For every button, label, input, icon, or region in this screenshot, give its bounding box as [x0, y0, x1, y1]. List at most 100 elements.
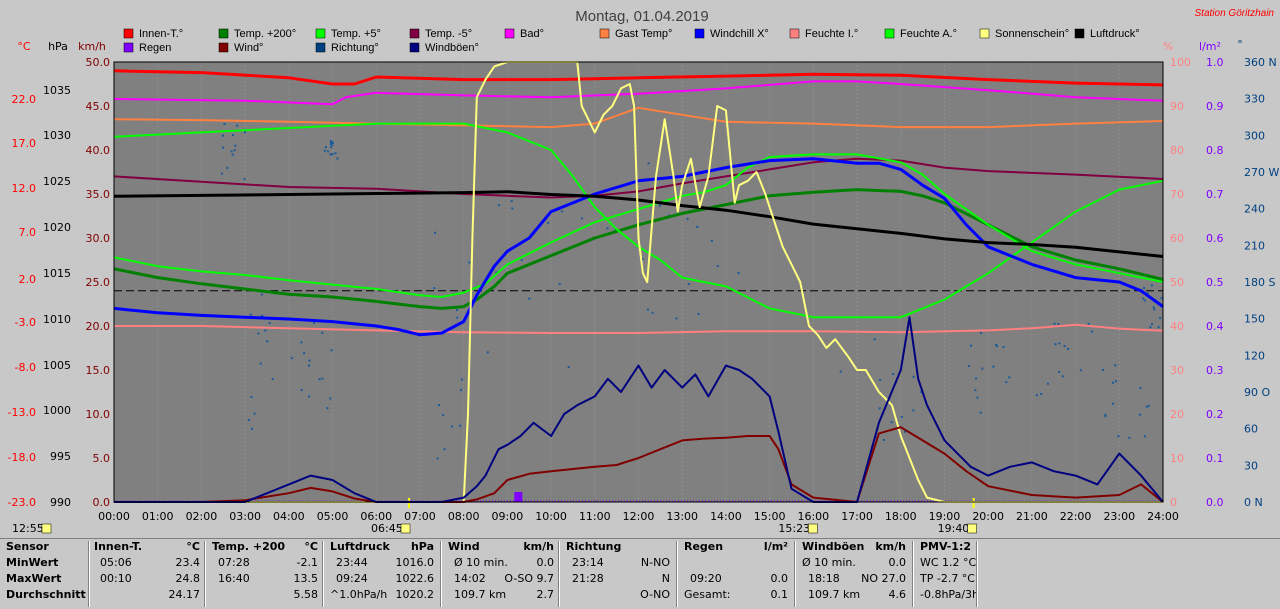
stats-sensor: Sensor MinWert MaxWert Durchschnitt — [6, 539, 86, 609]
stats-innen-max: 24.8 — [175, 572, 201, 585]
direction-dot — [249, 313, 252, 316]
stats-windboen: Windböen km/h Ø 10 min. 0.0 18:18 NO 27.0 1… — [802, 539, 906, 609]
direction-dot — [1147, 404, 1150, 407]
stats-regen-unit: l/m² — [763, 540, 788, 553]
axis-tick-kmh: 10.0 — [86, 408, 111, 421]
stats-richtung-min: N-NO — [640, 556, 670, 569]
rain-bar — [514, 492, 523, 502]
statistics-panel: Sensor MinWert MaxWert Durchschnitt Inne… — [0, 538, 1280, 609]
axis-tick-hpa: 1000 — [43, 404, 71, 417]
axis-tick-degree: 270 W — [1244, 166, 1279, 179]
axis-tick-percent: 0 — [1170, 496, 1177, 509]
legend-swatch — [315, 28, 326, 39]
stats-innen-min-time: 05:06 — [100, 556, 132, 569]
direction-dot — [326, 150, 329, 153]
weather-chart: Montag, 01.04.2019 Station Göritzhain Inne… — [8, 8, 1280, 535]
legend-label: Feuchte I.° — [805, 28, 858, 40]
axis-tick-time: 22:00 — [1060, 510, 1092, 523]
direction-dot — [1142, 297, 1145, 300]
direction-dot — [231, 134, 234, 137]
legend-swatch — [409, 28, 420, 39]
direction-dot — [974, 389, 977, 392]
direction-dot — [271, 377, 274, 380]
stats-temp200-max-time: 16:40 — [218, 572, 250, 585]
direction-dot — [326, 407, 329, 410]
legend-label: Regen — [139, 42, 171, 54]
axis-tick-celsius: 2.0 — [19, 273, 37, 286]
stats-wind-min: 0.0 — [536, 556, 555, 569]
axis-tick-lm2: 0.4 — [1206, 320, 1224, 333]
axis-tick-lm2: 0.5 — [1206, 276, 1224, 289]
direction-dot — [1035, 394, 1038, 397]
direction-dot — [651, 311, 654, 314]
direction-dot — [912, 409, 915, 412]
series-line-temp-200 — [113, 188, 1164, 310]
axis-tick-degree: 0 N — [1244, 496, 1263, 509]
axis-tick-degree: 60 — [1244, 423, 1258, 436]
direction-dot — [1079, 369, 1082, 372]
time-marker-icon — [400, 523, 411, 534]
stats-wind-distance: 109.7 km — [454, 588, 507, 601]
stats-wind-min-time: Ø 10 min. — [454, 556, 508, 569]
legend-label: Windböen° — [425, 42, 479, 54]
series-line-feuchte-i — [114, 323, 1164, 334]
direction-dot — [606, 227, 609, 230]
direction-dot — [323, 149, 326, 152]
direction-dot — [307, 364, 310, 367]
stats-pmv-tp: TP -2.7 °C — [920, 572, 975, 585]
direction-dot — [230, 150, 233, 153]
direction-dot — [839, 370, 842, 373]
direction-dot — [912, 375, 915, 378]
series-line-feuchte-a — [113, 122, 1164, 319]
axis-tick-time: 24:00 — [1147, 510, 1179, 523]
legend-swatch — [315, 42, 326, 53]
direction-dot — [696, 225, 699, 228]
direction-dot — [313, 322, 316, 325]
axis-tick-percent: 20 — [1170, 408, 1184, 421]
axis-tick-time: 21:00 — [1016, 510, 1048, 523]
direction-dot — [336, 157, 339, 160]
stats-richtung-min-time: 23:14 — [572, 556, 604, 569]
direction-dot — [1143, 287, 1146, 290]
stats-pmv-title: PMV-1:2 — [920, 540, 971, 553]
legend-label: Luftdruck° — [1090, 28, 1140, 40]
stats-sensor-title: Sensor — [6, 540, 49, 553]
direction-dot — [222, 146, 225, 149]
axis-tick-percent: 70 — [1170, 188, 1184, 201]
stats-row-avg: Durchschnitt — [6, 588, 86, 601]
stats-boen-min-time: Ø 10 min. — [802, 556, 856, 569]
axis-tick-time: 04:00 — [273, 510, 305, 523]
direction-dot — [495, 271, 498, 274]
direction-dot — [243, 178, 246, 181]
time-marker-sunset: 19:40 — [938, 522, 970, 535]
axis-tick-hpa: 995 — [50, 450, 71, 463]
direction-dot — [1063, 345, 1066, 348]
stats-temp200-max: 13.5 — [293, 572, 319, 585]
direction-dot — [250, 395, 253, 398]
direction-dot — [324, 146, 327, 149]
direction-dot — [437, 404, 440, 407]
direction-dot — [641, 258, 644, 261]
axis-tick-kmh: 40.0 — [86, 144, 111, 157]
direction-dot — [264, 329, 267, 332]
axis-tick-percent: 40 — [1170, 320, 1184, 333]
direction-dot — [979, 411, 982, 414]
direction-dot — [710, 239, 713, 242]
direction-dot — [1008, 376, 1011, 379]
direction-dot — [300, 341, 303, 344]
direction-dot — [900, 416, 903, 419]
direction-dot — [234, 144, 237, 147]
stats-luft-trend: ^1.0hPa/h — [330, 588, 388, 601]
axis-tick-celsius: 22.0 — [12, 93, 37, 106]
direction-dot — [1002, 346, 1005, 349]
stats-luft-min: 1016.0 — [395, 556, 435, 569]
stats-luft-avg: 1020.2 — [395, 588, 435, 601]
series-line-innen-t — [113, 69, 1164, 87]
direction-dot — [434, 231, 437, 234]
stats-regen-total-label: Gesamt: — [684, 588, 731, 601]
direction-dot — [1160, 297, 1163, 300]
direction-dot — [308, 359, 311, 362]
axis-tick-time: 09:00 — [492, 510, 524, 523]
direction-dot — [890, 421, 893, 424]
stats-temp200: Temp. +200 °C 07:28 -2.1 16:40 13.5 5.58 — [212, 539, 318, 609]
